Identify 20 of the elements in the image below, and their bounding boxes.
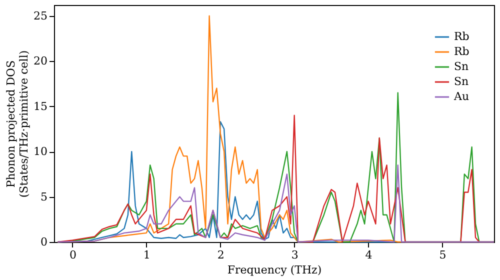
y-tick-label: 15	[34, 100, 48, 113]
y-axis-title: Phonon projected DOS (States/THz·primitive cell)	[4, 50, 31, 198]
x-tick-label: 4	[365, 248, 372, 262]
x-tick-label: 3	[291, 248, 298, 262]
y-tick-label: 25	[34, 9, 48, 22]
legend-label: Sn	[454, 75, 469, 88]
x-tick-label: 0	[69, 248, 76, 262]
y-tick-label: 20	[34, 54, 48, 68]
x-tick-label: 2	[217, 248, 224, 262]
x-axis-title: Frequency (THz)	[227, 264, 322, 276]
y-tick-label: 10	[34, 145, 48, 158]
legend-label: Rb	[454, 30, 470, 43]
y-tick-label: 5	[40, 190, 48, 204]
x-tick-label: 1	[143, 248, 150, 262]
line-series	[57, 164, 495, 243]
legend-label: Au	[453, 90, 470, 103]
legend-label: Rb	[454, 45, 470, 58]
y-tick-label: 0	[40, 236, 48, 248]
x-tick-label: 5	[439, 248, 446, 262]
legend-label: Sn	[454, 60, 469, 73]
